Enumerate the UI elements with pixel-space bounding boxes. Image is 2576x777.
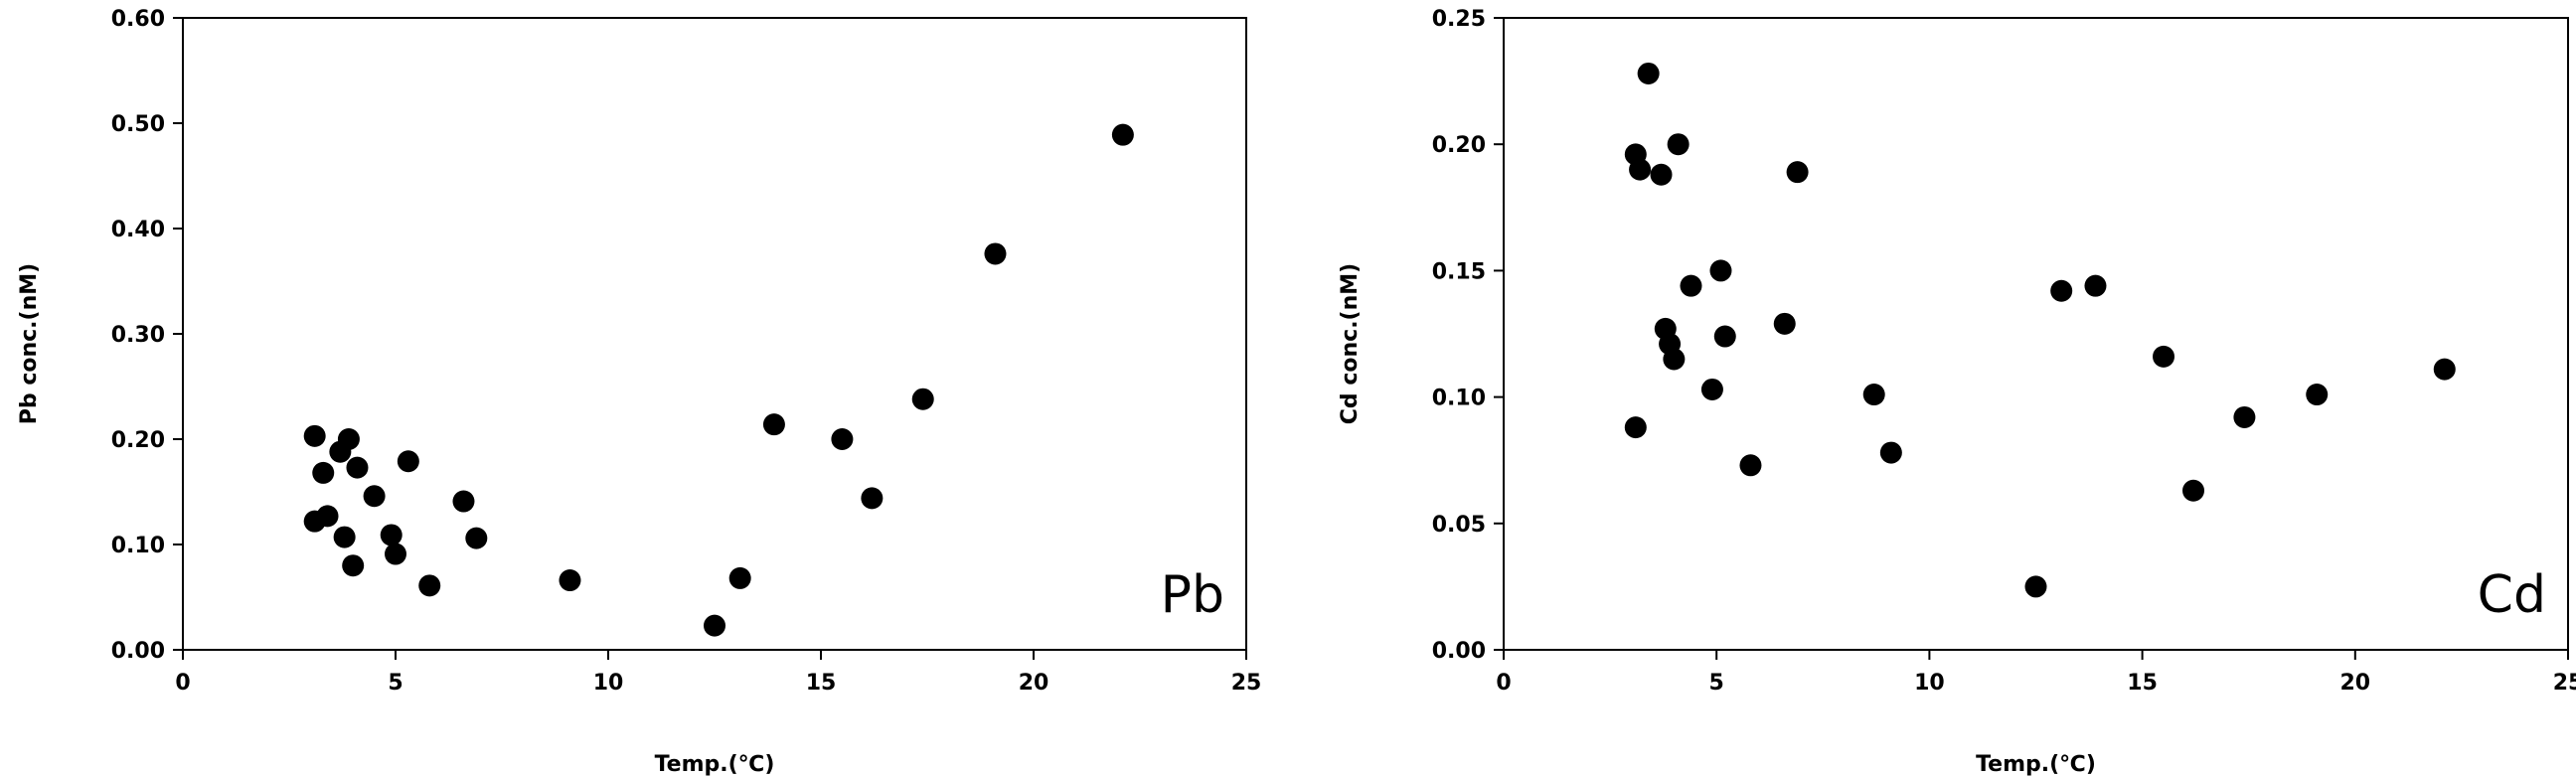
data-point (1629, 158, 1652, 181)
data-point (380, 524, 402, 546)
y-tick-label: 0.20 (1432, 133, 1486, 158)
data-point (1667, 133, 1690, 156)
data-point (1739, 454, 1762, 477)
x-axis-title: Temp.(℃) (1976, 752, 2096, 777)
x-tick-label: 10 (1914, 671, 1945, 696)
x-tick-label: 15 (2127, 671, 2158, 696)
data-point (337, 428, 360, 450)
data-point (559, 569, 581, 592)
x-tick-label: 0 (175, 671, 190, 696)
x-tick-label: 10 (593, 671, 624, 696)
x-tick-label: 0 (1496, 671, 1511, 696)
y-tick-label: 0.00 (1432, 639, 1486, 664)
data-point (303, 424, 326, 447)
data-point (1111, 123, 1134, 146)
data-point (346, 456, 369, 479)
data-point (1663, 348, 1686, 371)
data-point (831, 428, 854, 450)
y-tick-label: 0.50 (111, 112, 165, 137)
data-point (1680, 274, 1702, 297)
data-point (911, 388, 934, 410)
data-point (1713, 325, 1736, 348)
data-point (342, 554, 365, 577)
y-tick-label: 0.25 (1432, 7, 1486, 32)
y-tick-label: 0.60 (111, 7, 165, 32)
y-axis-title: Pb conc.(nM) (17, 263, 42, 424)
y-tick-label: 0.15 (1432, 259, 1486, 284)
data-point (418, 574, 441, 597)
data-point (2050, 279, 2073, 302)
data-point (1637, 62, 1660, 84)
y-tick-label: 0.00 (111, 639, 165, 664)
data-point (363, 485, 386, 508)
chart-panel-pb: 0.00 0.10 0.20 0.30 0.40 0.50 0.60 0 5 10 15 20 25 Te… (17, 7, 1261, 777)
x-tick-label: 25 (1231, 671, 1262, 696)
y-tick-label: 0.10 (1432, 387, 1486, 411)
data-point (465, 527, 488, 549)
data-point (1879, 441, 1902, 464)
x-tick-label: 25 (2553, 671, 2576, 696)
data-point (728, 566, 751, 589)
y-axis-title: Cd conc.(nM) (1338, 263, 1363, 424)
data-point (2153, 345, 2175, 368)
data-point (984, 242, 1007, 265)
x-tick-label: 20 (2339, 671, 2370, 696)
data-point (1709, 259, 1732, 282)
y-tick-label: 0.05 (1432, 513, 1486, 538)
plot-frame (182, 17, 1247, 651)
data-point (333, 526, 356, 548)
data-point (1786, 161, 1809, 184)
data-point (2084, 274, 2107, 297)
x-tick-label: 5 (388, 671, 402, 696)
panel-label: Cd (2478, 565, 2546, 625)
data-point (1773, 312, 1796, 335)
data-point (861, 487, 884, 510)
y-tick-label: 0.20 (111, 428, 165, 453)
data-point (397, 450, 419, 473)
data-point (1862, 384, 1885, 406)
chart-panel-cd: 0.00 0.05 0.10 0.15 0.20 0.25 0 5 10 15 20 25 Temp.(… (1338, 7, 2576, 777)
data-point (1624, 416, 1647, 439)
x-tick-label: 20 (1019, 671, 1049, 696)
y-tick-label: 0.10 (111, 534, 165, 558)
data-point (2306, 384, 2329, 406)
data-point (2433, 358, 2456, 381)
data-point (385, 543, 406, 565)
data-point (2024, 575, 2047, 598)
plot-frame (1503, 17, 2569, 651)
panel-label: Pb (1161, 565, 1224, 625)
data-point (316, 505, 339, 528)
x-tick-label: 5 (1709, 671, 1724, 696)
data-point (452, 490, 475, 513)
x-tick-label: 15 (806, 671, 837, 696)
data-point (762, 413, 785, 436)
data-point (1700, 378, 1723, 400)
y-tick-label: 0.30 (111, 323, 165, 348)
y-tick-label: 0.40 (111, 218, 165, 242)
data-point (704, 614, 725, 637)
data-point (1650, 163, 1673, 186)
data-point (312, 461, 335, 484)
data-point (2233, 405, 2256, 428)
data-point (2182, 479, 2205, 502)
x-axis-title: Temp.(℃) (655, 752, 775, 777)
